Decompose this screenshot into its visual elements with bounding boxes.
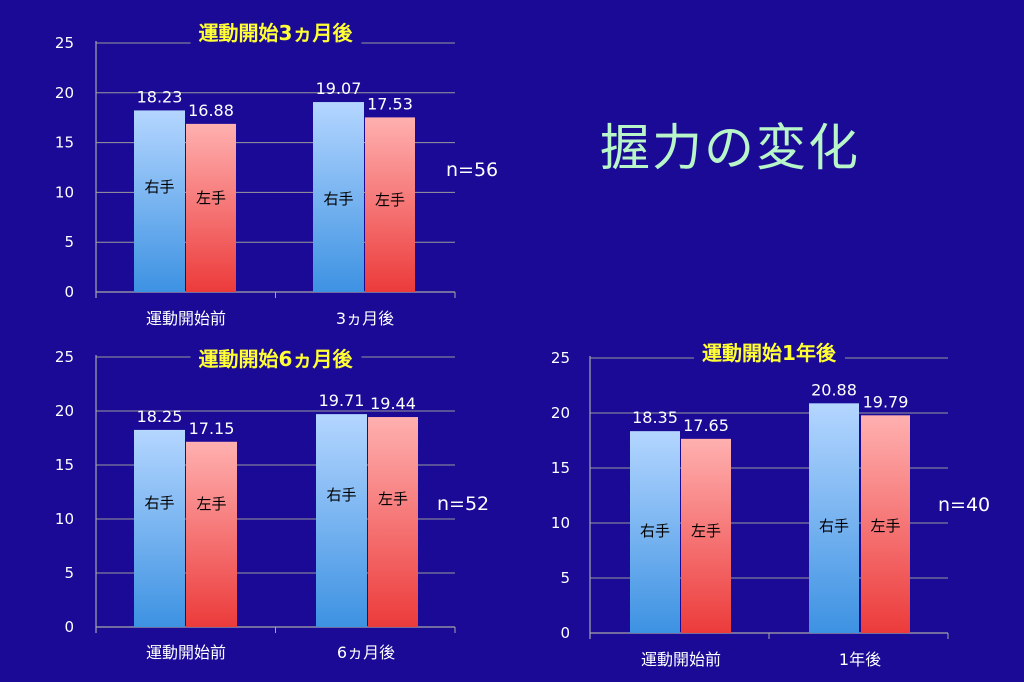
bar-label-left-hand: 左手: [870, 517, 900, 535]
y-tick-label: 20: [551, 404, 570, 422]
y-tick-label: 15: [551, 459, 570, 477]
data-label: 17.65: [683, 416, 729, 435]
chart-title: 運動開始3ヵ月後: [199, 21, 354, 45]
bar-label-left-hand: 左手: [691, 522, 721, 540]
data-label: 17.15: [189, 419, 235, 438]
x-category-label: 3ヵ月後: [336, 309, 394, 328]
y-tick-label: 5: [64, 564, 74, 582]
y-tick-label: 10: [551, 514, 570, 532]
x-category-label: 1年後: [839, 650, 881, 669]
data-label: 16.88: [188, 101, 234, 120]
bar-left-hand: [186, 441, 237, 627]
bar-right-hand: [313, 102, 364, 292]
data-label: 18.23: [137, 87, 183, 106]
bar-right-hand: [134, 110, 185, 292]
data-label: 19.44: [370, 394, 416, 413]
y-tick-label: 20: [55, 402, 74, 420]
bar-right-hand: [630, 431, 680, 633]
x-category-label: 運動開始前: [641, 650, 721, 669]
y-tick-label: 20: [55, 84, 74, 102]
sample-size-note: n=40: [938, 494, 990, 516]
data-label: 18.35: [632, 408, 678, 427]
y-tick-label: 0: [560, 624, 570, 642]
y-tick-label: 15: [55, 456, 74, 474]
sample-size-note: n=52: [437, 493, 489, 515]
y-tick-label: 25: [55, 34, 74, 52]
bar-label-right-hand: 右手: [326, 486, 356, 504]
chart-title-background: [190, 20, 362, 46]
y-tick-label: 5: [560, 569, 570, 587]
y-tick-label: 0: [64, 618, 74, 636]
bar-left-hand: [861, 415, 910, 633]
bar-label-left-hand: 左手: [378, 490, 408, 508]
bar-label-right-hand: 右手: [144, 494, 174, 512]
bar-right-hand: [316, 414, 367, 627]
bar-left-hand: [368, 417, 418, 627]
bar-label-right-hand: 右手: [144, 178, 174, 196]
chart-title: 運動開始6ヵ月後: [199, 347, 354, 371]
data-label: 18.25: [137, 407, 183, 426]
y-tick-label: 10: [55, 510, 74, 528]
y-tick-label: 10: [55, 183, 74, 201]
data-label: 19.71: [319, 391, 365, 410]
y-tick-label: 25: [55, 348, 74, 366]
bar-label-left-hand: 左手: [196, 495, 226, 513]
y-tick-label: 0: [64, 283, 74, 301]
bar-label-left-hand: 左手: [196, 189, 226, 207]
x-category-label: 運動開始前: [146, 309, 226, 328]
data-label: 19.07: [316, 79, 362, 98]
data-label: 20.88: [811, 380, 857, 399]
bar-label-left-hand: 左手: [375, 191, 405, 209]
bar-label-right-hand: 右手: [819, 517, 849, 535]
slide-title: 握力の変化: [600, 119, 860, 177]
chart-title-background: [190, 346, 362, 372]
bar-right-hand: [134, 429, 185, 627]
y-tick-label: 15: [55, 134, 74, 152]
bar-left-hand: [186, 123, 236, 292]
y-tick-label: 5: [64, 233, 74, 251]
bar-label-right-hand: 右手: [323, 190, 353, 208]
bar-left-hand: [365, 117, 415, 292]
sample-size-note: n=56: [446, 159, 498, 181]
chart-title-background: [694, 340, 845, 366]
bar-right-hand: [809, 403, 859, 633]
y-tick-label: 25: [551, 349, 570, 367]
bar-left-hand: [681, 438, 731, 633]
x-category-label: 6ヵ月後: [337, 643, 395, 662]
data-label: 19.79: [863, 392, 909, 411]
data-label: 17.53: [367, 94, 413, 113]
bar-label-right-hand: 右手: [640, 522, 670, 540]
chart-title: 運動開始1年後: [702, 341, 837, 365]
x-category-label: 運動開始前: [146, 643, 226, 662]
